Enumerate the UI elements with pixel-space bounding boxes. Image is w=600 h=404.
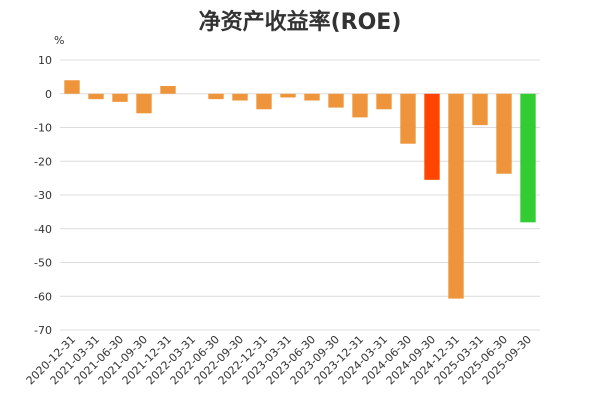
gridlines: [60, 59, 540, 331]
bar: [448, 93, 464, 299]
bars: [64, 80, 536, 299]
bar: [304, 93, 320, 101]
y-tick-label: -60: [34, 290, 52, 303]
y-tick-label: -10: [34, 122, 52, 135]
bar: [376, 93, 392, 110]
bar: [256, 93, 272, 110]
bar: [64, 80, 80, 94]
y-axis: 10 0 -10 -20 -30 -40 -50 -60 -70: [34, 54, 52, 337]
y-tick-label: -20: [34, 155, 52, 168]
y-tick-label: -30: [34, 189, 52, 202]
bar: [88, 93, 104, 100]
y-tick-label: 0: [45, 88, 52, 101]
bar: [520, 93, 536, 223]
chart-title: 净资产收益率(ROE): [198, 10, 402, 35]
y-tick-label: 10: [38, 54, 52, 67]
bar: [400, 93, 416, 144]
bar: [424, 93, 440, 180]
x-axis: 2020-12-312021-03-312021-06-302021-09-30…: [24, 333, 534, 387]
y-tick-label: -70: [34, 324, 52, 337]
y-tick-label: -40: [34, 223, 52, 236]
bar: [328, 93, 344, 108]
bar: [280, 93, 296, 98]
y-tick-label: -50: [34, 257, 52, 270]
bar: [472, 93, 488, 126]
bar: [112, 93, 128, 102]
bar: [232, 93, 248, 101]
bar: [136, 93, 152, 114]
bar: [352, 93, 368, 118]
bar: [208, 93, 224, 100]
bar: [160, 85, 176, 94]
bar: [496, 93, 512, 174]
y-axis-unit-label: %: [54, 34, 64, 47]
